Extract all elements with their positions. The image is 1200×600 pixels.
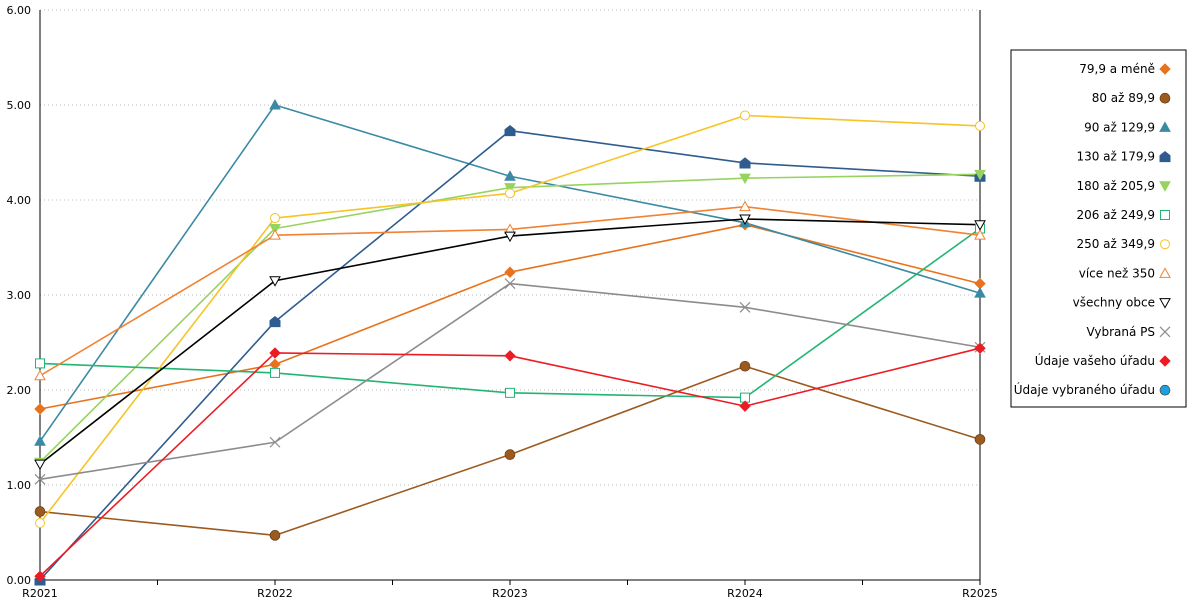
data-point-2-4	[974, 287, 986, 298]
data-point-6-2	[505, 188, 515, 199]
data-point-8-3	[739, 214, 751, 226]
legend-marker-2	[1159, 121, 1171, 132]
data-point-8-2	[504, 231, 516, 243]
series-line-0	[39, 223, 981, 410]
data-point-5-0	[35, 358, 45, 369]
data-point-4-1	[269, 224, 281, 235]
legend-label: všechny obce	[1073, 296, 1155, 310]
data-point-10-3	[739, 400, 751, 412]
data-point-4-2	[504, 183, 516, 194]
legend-marker-1	[1159, 92, 1171, 104]
data-point-9-0	[34, 473, 46, 485]
data-point-8-1	[269, 276, 281, 287]
data-point-3-1	[269, 315, 281, 328]
series-line-5	[39, 227, 981, 399]
legend-marker-9	[1159, 326, 1171, 338]
legend-marker-10	[1159, 355, 1171, 367]
legend-marker-8	[1159, 298, 1171, 309]
gridlines	[40, 9, 980, 486]
data-point-6-0	[35, 518, 45, 528]
tick-labels: 0.00 1.00 2.00 3.00 4.00 5.00 6.00 R2021 R2022 R2…	[7, 4, 998, 600]
data-point-10-1	[269, 347, 281, 359]
legend-marker-3	[1159, 150, 1171, 163]
data-point-0-1	[269, 358, 281, 371]
legend-label: Údaje vašeho úřadu	[1035, 353, 1155, 368]
data-point-5-1	[270, 367, 280, 378]
data-point-9-1	[269, 436, 281, 448]
x-tick-label: R2021	[22, 587, 58, 600]
data-point-3-2	[504, 125, 516, 137]
legend-marker-0	[1159, 63, 1171, 75]
legend-marker-7	[1159, 267, 1171, 278]
data-point-6-4	[975, 120, 985, 131]
data-point-0-2	[504, 266, 516, 278]
legend-label: Vybraná PS	[1086, 325, 1155, 339]
legend-label: Údaje vybraného úřadu	[1014, 382, 1155, 397]
y-tick-label: 0.00	[7, 574, 32, 587]
legend-label: 80 až 89,9	[1092, 91, 1155, 105]
data-point-0-0	[34, 403, 46, 415]
legend-label: 79,9 a méně	[1079, 62, 1155, 76]
data-point-4-3	[739, 173, 751, 185]
data-point-6-3	[740, 110, 750, 121]
legend-label: více než 350	[1079, 266, 1155, 280]
data-point-1-3	[739, 360, 751, 372]
y-tick-label: 6.00	[7, 4, 32, 17]
data-point-4-4	[974, 169, 986, 181]
data-point-3-3	[739, 157, 751, 169]
legend: 79,9 a méně 80 až 89,9 90 až 129,9 130 až 1…	[1010, 49, 1187, 408]
axes	[39, 10, 981, 585]
data-point-2-2	[504, 170, 516, 181]
legend-label: 180 až 205,9	[1076, 179, 1155, 193]
legend-label: 206 až 249,9	[1076, 208, 1155, 222]
data-point-7-1	[269, 229, 281, 240]
y-tick-label: 5.00	[7, 99, 32, 112]
data-point-10-2	[504, 350, 516, 362]
data-point-9-2	[504, 278, 516, 290]
x-tick-label: R2023	[492, 587, 528, 600]
legend-label: 90 až 129,9	[1084, 120, 1155, 134]
data-point-8-0	[34, 459, 46, 471]
data-point-9-3	[739, 301, 751, 313]
data-point-10-0	[34, 570, 46, 582]
series-line-8	[39, 218, 981, 465]
data-point-5-2	[505, 387, 515, 398]
data-point-7-0	[34, 369, 46, 381]
data-point-1-4	[974, 434, 986, 445]
data-point-2-1	[269, 98, 281, 110]
legend-label: 250 až 349,9	[1076, 237, 1155, 251]
data-point-1-0	[34, 506, 46, 517]
x-tick-label: R2024	[727, 587, 763, 600]
data-point-10-4	[974, 342, 986, 354]
data-point-1-1	[269, 530, 281, 541]
data-point-7-3	[739, 200, 751, 212]
legend-marker-11	[1159, 384, 1171, 396]
x-tick-label: R2025	[962, 587, 998, 600]
data-point-8-4	[974, 220, 986, 231]
legend-marker-6	[1160, 239, 1170, 250]
legend-label: 130 až 179,9	[1076, 150, 1155, 164]
data-point-1-2	[504, 449, 516, 460]
data-point-2-0	[34, 435, 46, 446]
data-point-6-1	[270, 213, 280, 224]
series-markers	[34, 98, 986, 586]
x-tick-label: R2022	[257, 587, 293, 600]
y-tick-label: 2.00	[7, 384, 32, 397]
y-tick-label: 3.00	[7, 289, 32, 302]
legend-marker-5	[1160, 210, 1170, 220]
y-tick-label: 1.00	[7, 479, 32, 492]
y-tick-label: 4.00	[7, 194, 32, 207]
legend-box	[1010, 49, 1187, 408]
legend-marker-4	[1159, 181, 1171, 192]
data-point-7-4	[974, 229, 986, 240]
